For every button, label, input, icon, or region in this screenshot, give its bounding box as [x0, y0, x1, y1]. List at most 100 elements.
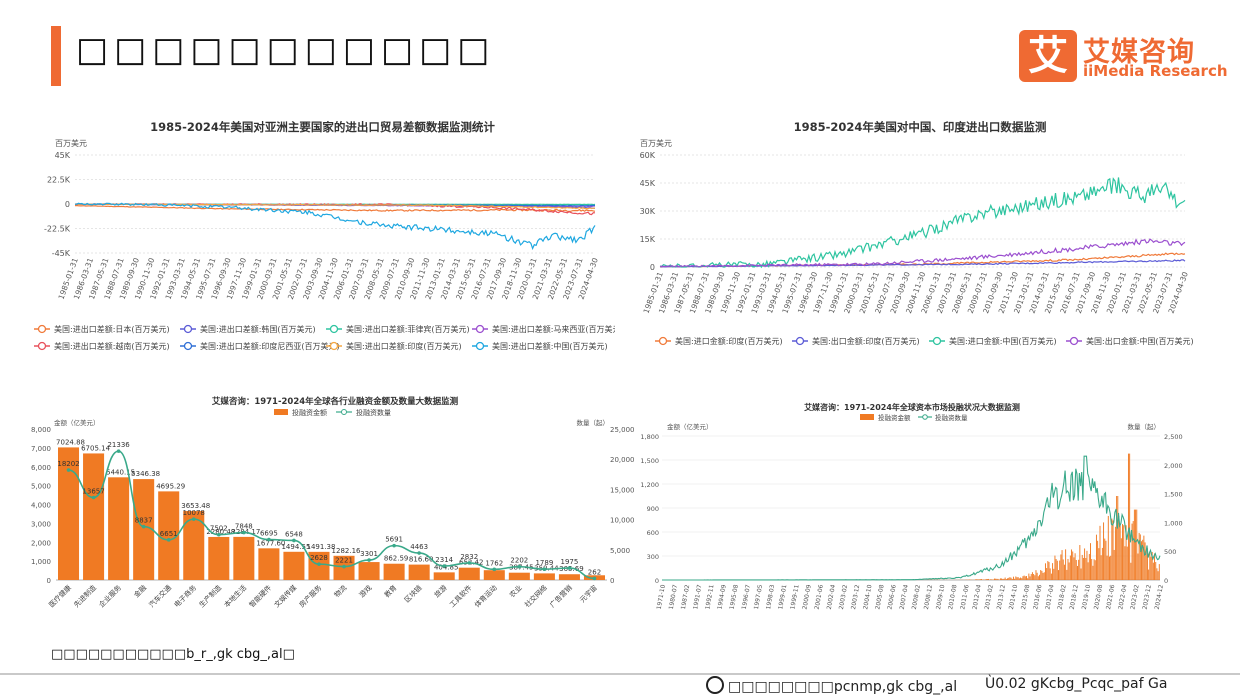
- bar: [1145, 551, 1147, 580]
- bar: [994, 578, 995, 580]
- footer-website[interactable]: □□□□□□□□pcnmp,gk cbg_,al: [706, 676, 957, 695]
- legend-marker: [475, 324, 485, 334]
- bar-value-label: 387.45: [509, 564, 534, 572]
- x-tick-label: 汽车交通: [147, 583, 173, 608]
- bar: [1136, 509, 1138, 580]
- bar: [1097, 540, 1099, 580]
- bar: [1114, 526, 1116, 580]
- count-label: 5691: [385, 536, 403, 544]
- x-tick-label: 2018-12: [1069, 584, 1080, 610]
- bar: [1099, 525, 1101, 580]
- count-point: [141, 524, 146, 529]
- y-tick-label: 22.5K: [47, 176, 71, 185]
- y2-axis-label: 数量（起）: [1128, 422, 1161, 431]
- x-tick-label: 2004-10: [862, 584, 873, 610]
- x-tick-label: 工具软件: [448, 583, 474, 608]
- count-point: [216, 532, 221, 537]
- count-point: [417, 551, 421, 555]
- y-tick-label: 1,800: [640, 433, 659, 441]
- x-tick-label: 2003-02: [838, 584, 849, 610]
- bar: [1133, 509, 1135, 580]
- x-tick-label: 本地生活: [222, 583, 248, 608]
- legend-marker: [329, 341, 339, 351]
- bar: [1111, 518, 1113, 580]
- bar: [1043, 572, 1045, 580]
- bar: [1088, 553, 1090, 580]
- bar: [1118, 516, 1120, 580]
- count-label: 18202: [57, 460, 79, 468]
- bar: [1082, 557, 1084, 580]
- x-tick-label: 2008-02: [911, 584, 922, 610]
- bar: [1137, 553, 1139, 580]
- bar-value-label: 5440.15: [106, 468, 135, 476]
- y-tick-label: 45K: [640, 179, 656, 188]
- title-accent-bar: [51, 26, 61, 86]
- bar: [1150, 556, 1152, 580]
- count-label: 1789: [535, 559, 553, 567]
- bar: [1001, 578, 1003, 580]
- x-tick-label: 农业: [507, 583, 523, 599]
- x-tick-label: 区块链: [402, 583, 423, 604]
- legend-marker: [37, 341, 47, 351]
- x-tick-label: 1998-03: [765, 584, 776, 610]
- x-tick-label: 教育: [382, 583, 398, 599]
- x-tick-label: 2012-04: [972, 584, 983, 610]
- y-tick-label: 60K: [640, 151, 656, 160]
- count-label: 6695: [260, 530, 278, 538]
- y2-tick-label: 0: [610, 577, 614, 585]
- bar: [1126, 546, 1128, 580]
- bar: [233, 536, 255, 580]
- page-title: □□□□□□□□□□□: [76, 30, 496, 70]
- bar: [1094, 560, 1096, 580]
- bar: [1055, 559, 1057, 580]
- bar: [183, 511, 205, 580]
- globe-icon: [706, 676, 724, 694]
- bar: [1148, 569, 1150, 580]
- count-point: [91, 495, 96, 500]
- y2-axis-label: 数量（起）: [577, 418, 610, 427]
- bar: [1046, 568, 1048, 580]
- y2-tick-label: 1,000: [1164, 519, 1183, 527]
- count-point: [467, 561, 472, 565]
- bar: [1139, 534, 1141, 580]
- legend-label: 美国:进出口差额:韩国(百万美元): [200, 324, 316, 334]
- bar: [978, 579, 980, 580]
- y-tick-label: 8,000: [31, 426, 51, 434]
- y-tick-label: 300: [647, 553, 659, 561]
- bar: [1109, 556, 1110, 580]
- bar: [383, 563, 405, 580]
- x-tick-label: 2024-12: [1154, 584, 1165, 610]
- legend-label: 美国:进出口差额:印度尼西亚(百万美元): [200, 341, 340, 351]
- legend-label: 投融资数量: [356, 408, 391, 417]
- bar: [158, 491, 180, 580]
- count-label: 2202: [510, 557, 528, 565]
- y2-tick-label: 2,000: [1164, 462, 1183, 470]
- bar: [1135, 509, 1137, 580]
- bar: [1129, 453, 1131, 580]
- legend-label: 美国:进口金额:中国(百万美元): [949, 336, 1057, 346]
- bar: [1077, 565, 1078, 580]
- bar: [1035, 570, 1037, 580]
- bar: [1065, 549, 1067, 580]
- bar: [1086, 550, 1088, 580]
- bar: [1075, 559, 1077, 580]
- legend-label: 美国:进出口差额:中国(百万美元): [492, 341, 608, 351]
- bar: [1138, 532, 1140, 580]
- chart-title: 1985-2024年美国对中国、印度进出口数据监测: [794, 120, 1047, 134]
- bar: [1054, 555, 1056, 580]
- bar: [1048, 562, 1050, 580]
- x-tick-label: 金融: [132, 583, 148, 599]
- x-tick-label: 1971-10: [656, 584, 667, 610]
- x-tick-label: 1994-09: [716, 584, 727, 610]
- x-tick-label: 社交网络: [523, 583, 549, 608]
- y-tick-label: -45K: [52, 249, 71, 258]
- legend-marker: [658, 336, 668, 346]
- y-tick-label: 1,000: [31, 558, 51, 566]
- bar: [1036, 572, 1038, 580]
- x-tick-label: 1992-11: [704, 584, 715, 610]
- x-tick-label: 旅游: [432, 583, 448, 599]
- y-axis-label: 金额（亿美元）: [54, 418, 100, 427]
- legend-marker: [183, 341, 193, 351]
- bar: [1127, 453, 1129, 580]
